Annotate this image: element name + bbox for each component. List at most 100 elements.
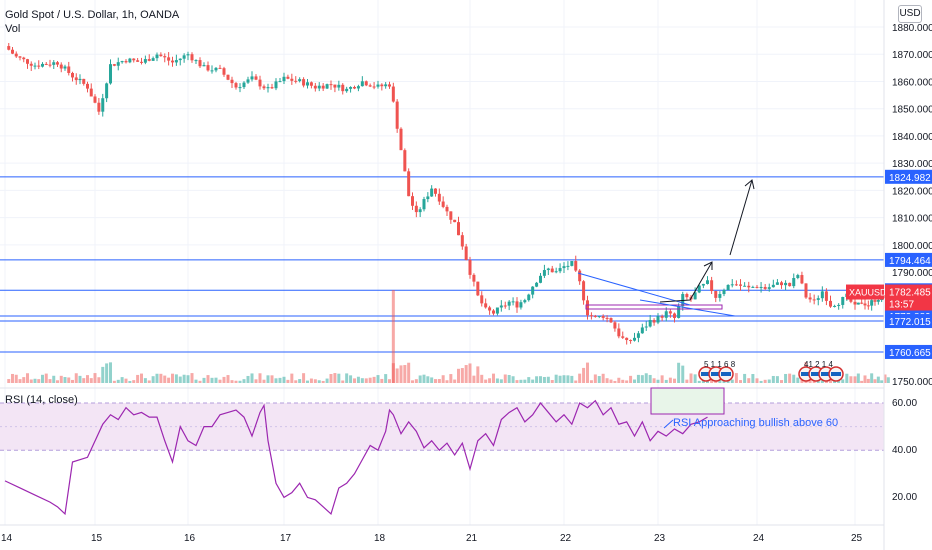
candle-body [414, 205, 418, 213]
volume-bar [613, 380, 617, 383]
candle-body [254, 76, 258, 80]
candles [7, 43, 890, 345]
volume-bar [515, 380, 519, 383]
event-group-2-flag-stripe [821, 372, 831, 376]
candle-body [633, 337, 636, 341]
volume-bar [566, 375, 570, 383]
volume-bar [74, 373, 78, 383]
candle-body [399, 128, 403, 151]
volume-bar [384, 374, 388, 383]
candle-body [317, 85, 321, 89]
candle-body [41, 63, 44, 67]
candle-body [29, 63, 33, 66]
chart-title: Gold Spot / U.S. Dollar, 1h, OANDA [5, 9, 180, 21]
volume-bar [218, 379, 222, 383]
volume-bar [234, 380, 238, 383]
candle-body [617, 328, 621, 337]
volume-bar [437, 379, 441, 383]
volume-bar [356, 376, 360, 383]
candle-body [18, 56, 22, 58]
volume-bar [116, 379, 120, 383]
candle-body [262, 86, 266, 89]
candle-body [685, 294, 689, 298]
candle-body [151, 58, 155, 61]
volume-bar [286, 379, 290, 383]
candle-body [89, 88, 93, 97]
volume-bar [364, 378, 368, 383]
symbol-label-bg [846, 284, 884, 300]
volume-bar [388, 379, 391, 383]
candle-body [74, 77, 78, 81]
candle-body [449, 211, 453, 220]
volume-bar [124, 378, 128, 383]
candle-body [109, 64, 112, 84]
volume-bar [546, 376, 550, 383]
candle-body [586, 300, 589, 316]
time-tick-label: 23 [654, 533, 666, 544]
currency-button[interactable]: USD [898, 5, 922, 23]
level-1824-label-bg [885, 169, 932, 184]
volume-bar [368, 377, 372, 383]
time-tick-label: 17 [280, 533, 292, 544]
candle-body [480, 295, 484, 304]
candle-body [706, 280, 709, 284]
candle-body [11, 49, 14, 54]
price-tick-label: 1830.000 [892, 159, 932, 170]
rsi-tick-label: 40.00 [892, 445, 917, 456]
candle-body [542, 270, 546, 276]
volume-bar [468, 363, 472, 383]
candle-body [788, 282, 792, 287]
volume-bar [767, 379, 771, 383]
volume-bar [578, 373, 582, 383]
volume-bar [174, 374, 178, 383]
volume-bar [97, 377, 101, 383]
volume-bar [593, 374, 597, 383]
volume-bar [242, 379, 246, 383]
candle-body [697, 285, 701, 293]
candle-body [767, 287, 771, 289]
candle-body [14, 53, 18, 57]
volume-bar [250, 373, 254, 383]
volume-bar [278, 377, 282, 383]
candle-body [582, 281, 586, 301]
volume-bar [845, 373, 849, 383]
volume-bar [652, 378, 656, 383]
candle-body [453, 219, 457, 223]
volume-bar [349, 375, 353, 383]
candle-body [422, 199, 426, 210]
volume-bar [488, 378, 492, 383]
volume-bar [796, 377, 800, 383]
candle-body [407, 171, 411, 197]
candle-body [640, 327, 644, 334]
volume-bar [625, 380, 629, 383]
volume-bar [333, 373, 337, 383]
volume-bar [313, 379, 317, 383]
candle-body [472, 274, 476, 282]
candle-body [190, 54, 194, 61]
volume-bar [29, 379, 33, 383]
event-group-2-flag-stripe [831, 372, 841, 376]
candle-body [495, 307, 499, 314]
rsi-title: RSI (14, close) [5, 394, 78, 406]
candle-body [242, 82, 246, 88]
volume-bar [621, 379, 625, 383]
volume-bar [673, 378, 676, 383]
volume-bar [186, 375, 190, 383]
volume-bar [788, 373, 792, 383]
candle-body [67, 66, 71, 73]
candle-body [531, 286, 535, 295]
candle-body [837, 304, 841, 306]
candle-body [722, 289, 726, 295]
candle-body [511, 301, 515, 303]
trend-drawings [577, 179, 755, 317]
volume-bar [849, 376, 853, 383]
volume-bar [67, 377, 71, 383]
arrow-head-1 [703, 261, 713, 270]
price-tick-label: 1880.000 [892, 23, 932, 34]
volume-bar [120, 377, 124, 383]
volume-bar [44, 373, 48, 383]
volume-bar [495, 378, 499, 383]
candle-body [673, 313, 676, 318]
candle-body [167, 57, 171, 61]
